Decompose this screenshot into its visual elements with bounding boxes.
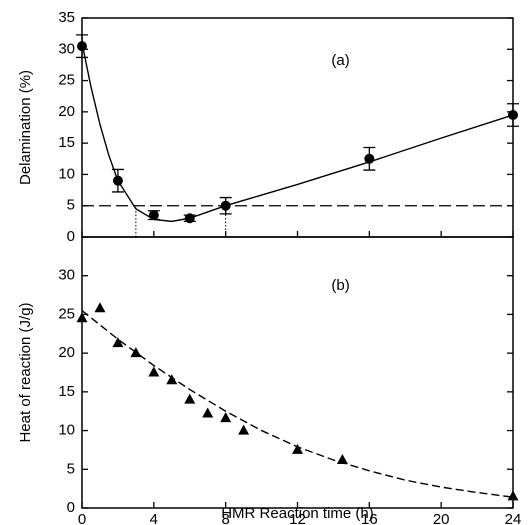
- x-tick-label: 8: [221, 511, 229, 525]
- x-tick-label: 24: [505, 511, 522, 525]
- data-point: [220, 200, 231, 211]
- data-point: [238, 424, 250, 435]
- data-point: [148, 210, 159, 221]
- fit-line: [81, 42, 514, 223]
- data-point: [364, 153, 375, 164]
- y-tick-label: 30: [58, 267, 75, 284]
- y-tick-label: 10: [58, 422, 75, 439]
- annotation: (b): [331, 277, 349, 294]
- y-tick-label: 0: [67, 228, 75, 245]
- y-tick-label: 35: [58, 9, 75, 26]
- y-tick-label: 25: [58, 305, 75, 322]
- y-tick-label: 15: [58, 383, 75, 400]
- y-tick-label: 20: [58, 103, 75, 120]
- data-point: [130, 347, 142, 358]
- data-point: [112, 175, 123, 186]
- data-point: [202, 407, 214, 418]
- y-tick-label: 10: [58, 165, 75, 182]
- y-tick-label: 25: [58, 72, 75, 89]
- data-point: [292, 443, 303, 454]
- plot-frame: [81, 17, 514, 238]
- y-tick-label: 20: [58, 344, 75, 361]
- data-point: [148, 366, 160, 377]
- data-point: [507, 490, 519, 501]
- data-point: [166, 374, 178, 385]
- x-tick-label: 0: [78, 511, 86, 525]
- y-tick-label: 5: [67, 460, 75, 477]
- x-tick-label: 12: [289, 511, 306, 525]
- y-tick-label: 5: [67, 197, 75, 214]
- y-tick-label: 0: [67, 499, 75, 516]
- y-axis-label: Delamination (%): [17, 70, 34, 185]
- data-point: [220, 412, 232, 423]
- y-tick-label: 30: [58, 40, 75, 57]
- data-point: [508, 109, 518, 120]
- x-axis-label: HMR Reaction time (h): [221, 505, 374, 522]
- data-point: [336, 453, 348, 464]
- annotation: (a): [331, 52, 349, 69]
- data-point: [76, 312, 88, 323]
- plot-frame: [81, 236, 514, 509]
- y-tick-label: 15: [58, 134, 75, 151]
- data-point: [112, 337, 124, 348]
- data-point: [94, 302, 106, 313]
- fit-line: [81, 310, 514, 498]
- data-point: [77, 41, 87, 52]
- x-tick-label: 4: [150, 511, 158, 525]
- x-tick-label: 20: [433, 511, 450, 525]
- x-tick-label: 16: [361, 511, 378, 525]
- data-point: [184, 213, 195, 224]
- y-axis-label: Heat of reaction (J/g): [17, 302, 34, 442]
- data-point: [184, 393, 196, 404]
